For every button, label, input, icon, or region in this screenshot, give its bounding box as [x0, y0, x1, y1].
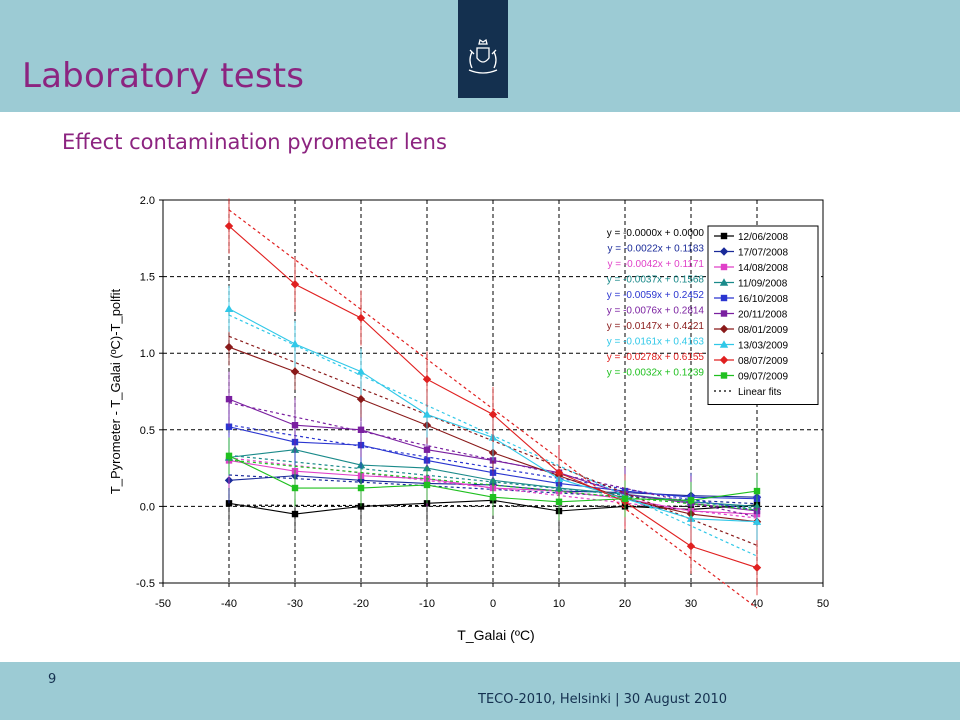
x-tick-label: 30 — [685, 598, 697, 610]
footer-band — [0, 662, 960, 720]
fit-equation: y = -0.0147x + 0.4221 — [607, 321, 705, 332]
data-point — [489, 494, 497, 501]
slide-subtitle: Effect contamination pyrometer lens — [62, 130, 447, 154]
coat-of-arms-icon — [468, 38, 498, 74]
data-point — [720, 263, 728, 271]
data-point — [753, 487, 761, 495]
data-point — [423, 481, 431, 489]
data-point — [422, 375, 432, 384]
data-point — [555, 498, 563, 506]
data-point — [357, 484, 365, 492]
legend-label: 14/08/2008 — [738, 263, 788, 274]
y-axis-label: T_Pyrometer - T_Galai (ºC)-T_polfit — [108, 288, 123, 494]
data-point — [291, 422, 299, 429]
x-tick-label: 50 — [817, 598, 829, 610]
x-tick-label: -40 — [221, 598, 237, 610]
fit-equation: y = -0.0037x + 0.1568 — [607, 275, 705, 286]
x-tick-label: -50 — [155, 598, 171, 610]
data-point — [357, 503, 365, 510]
fit-equation: y = -0.0000x + 0.0000 — [607, 228, 705, 239]
legend-label: Linear fits — [738, 387, 781, 398]
data-point — [752, 563, 762, 572]
fit-equation: y = -0.0076x + 0.2814 — [607, 306, 705, 317]
legend-label: 12/06/2008 — [738, 232, 788, 243]
data-point — [291, 484, 299, 492]
data-point — [719, 355, 729, 365]
data-point — [291, 510, 299, 518]
fit-line — [228, 209, 758, 609]
data-point — [422, 410, 432, 418]
data-point — [720, 294, 728, 302]
legend-label: 20/11/2008 — [738, 310, 788, 321]
chart: -50 -40 -30 -20 -10 0 10 20 30 40 50 -0.5 0.0 0.5 1.0 1… — [108, 195, 829, 643]
y-tick-label: 2.0 — [140, 195, 155, 207]
data-point — [290, 367, 300, 376]
data-point — [224, 221, 234, 231]
x-tick-label: 20 — [619, 598, 631, 610]
y-tick-label: 1.5 — [140, 272, 155, 284]
fit-equation: y = -0.0032x + 0.1239 — [607, 368, 705, 379]
data-point — [225, 452, 233, 460]
data-point — [356, 313, 366, 323]
x-tick-label: -30 — [287, 598, 303, 610]
data-point — [423, 446, 431, 453]
data-point — [554, 468, 564, 477]
legend-label: 09/07/2009 — [738, 372, 788, 383]
x-tick-label: 40 — [751, 598, 763, 610]
data-point — [225, 395, 233, 403]
data-point — [224, 304, 234, 312]
data-point — [357, 426, 365, 433]
data-point — [290, 339, 300, 348]
x-tick-label: 10 — [553, 598, 565, 610]
y-tick-label: -0.5 — [136, 578, 155, 590]
series-08-07-2009 — [224, 198, 762, 609]
data-point — [719, 324, 729, 334]
fit-equation: y = -0.0042x + 0.1171 — [607, 259, 704, 270]
x-tick-label: 0 — [490, 598, 496, 610]
data-point — [488, 410, 498, 419]
legend-label: 08/07/2009 — [738, 356, 788, 367]
x-axis-label: T_Galai (ºC) — [457, 627, 534, 643]
data-point — [752, 517, 762, 525]
y-tick-label: 0.5 — [140, 425, 155, 437]
data-point — [356, 367, 366, 375]
fit-equation: y = -0.0161x + 0.4163 — [607, 337, 705, 348]
fit-equation: y = -0.0278x + 0.6155 — [607, 352, 705, 363]
data-point — [621, 495, 629, 502]
data-point — [687, 497, 695, 504]
data-point — [719, 278, 729, 286]
fit-equation: y = -0.0059x + 0.2452 — [607, 290, 705, 301]
data-point — [224, 342, 234, 352]
data-point — [720, 372, 728, 379]
x-tick-label: -20 — [353, 598, 369, 610]
legend-label: 16/10/2008 — [738, 294, 788, 305]
data-point — [290, 280, 300, 289]
data-point — [719, 340, 729, 348]
legend-label: 13/03/2009 — [738, 341, 788, 352]
footer-text: TECO-2010, Helsinki | 30 August 2010 — [478, 692, 728, 707]
page-number: 9 — [48, 672, 57, 687]
data-point — [720, 310, 728, 317]
data-point — [719, 247, 729, 256]
data-point — [356, 394, 366, 404]
legend-label: 08/01/2009 — [738, 325, 788, 336]
page-title: Laboratory tests — [22, 56, 305, 96]
series-09-07-2009 — [225, 437, 761, 521]
y-tick-label: 1.0 — [140, 348, 155, 360]
fit-line — [228, 459, 758, 511]
legend-label: 17/07/2008 — [738, 248, 788, 259]
data-point — [686, 542, 696, 551]
logo-tab — [458, 0, 508, 98]
fit-line — [228, 424, 758, 512]
x-tick-label: -10 — [419, 598, 435, 610]
y-tick-label: 0.0 — [140, 501, 155, 513]
data-point — [720, 232, 728, 240]
data-point — [225, 423, 233, 430]
legend-label: 11/09/2008 — [738, 279, 788, 290]
fit-equation: y = -0.0022x + 0.1183 — [607, 244, 704, 255]
